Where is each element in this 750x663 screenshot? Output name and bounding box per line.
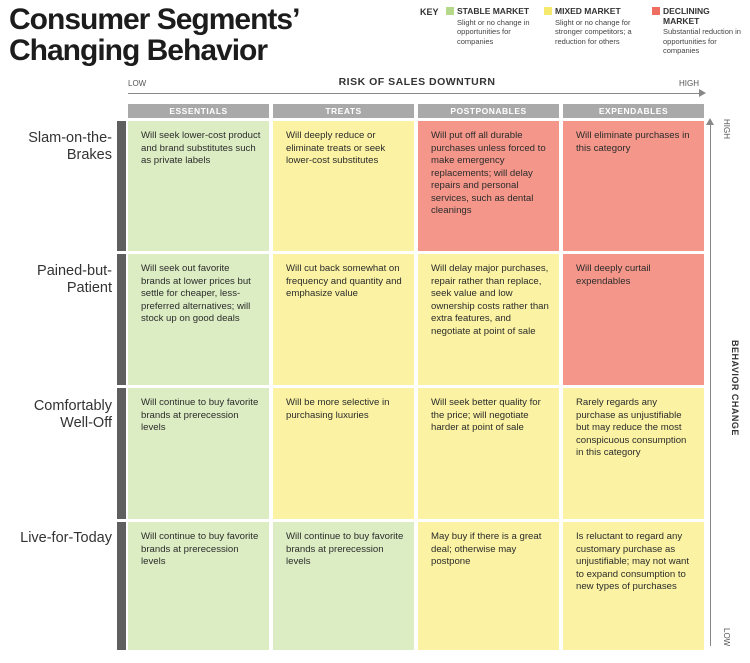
key-name: DECLINING MARKET bbox=[663, 6, 710, 26]
grid-cell: Will cut back some­what on frequency and… bbox=[273, 254, 414, 385]
grid-cell: Rarely regards any purchase as unjustifi… bbox=[563, 388, 704, 519]
key-item-declining: DECLINING MARKET Substantial reduction i… bbox=[652, 6, 748, 56]
key-description: Slight or no change in opportunities for… bbox=[457, 17, 530, 46]
grid-cell: Will seek lower-cost product and brand s… bbox=[128, 121, 269, 251]
row-bar bbox=[117, 388, 126, 519]
grid-cell: Will deeply curtail expendables bbox=[563, 254, 704, 385]
key-name: MIXED MARKET bbox=[555, 6, 621, 16]
key-name: STABLE MARKET bbox=[457, 6, 530, 16]
grid-cell: Is reluctant to regard any customary pur… bbox=[563, 522, 704, 650]
grid-cell: Will eliminate purchases in this categor… bbox=[563, 121, 704, 251]
row-label-pained-but-patient: Pained-but-Patient bbox=[37, 263, 112, 296]
grid-cell: Will continue to buy favorite brands at … bbox=[128, 388, 269, 519]
row-bar bbox=[117, 254, 126, 385]
column-header-essentials: ESSENTIALS bbox=[128, 104, 269, 118]
behavior-low-text: LOW bbox=[722, 628, 731, 647]
column-header-expendables: EXPENDABLES bbox=[563, 104, 704, 118]
key-description: Slight or no change for stronger competi… bbox=[555, 17, 632, 46]
grid-cell: Will put off all durable purchases unles… bbox=[418, 121, 559, 251]
behavior-high-text: HIGH bbox=[722, 119, 731, 139]
page-title: Consumer Segments’ Changing Behavior bbox=[9, 3, 299, 67]
grid-cell: Will seek out favorite brands at lower p… bbox=[128, 254, 269, 385]
risk-low-label: LOW bbox=[128, 79, 147, 88]
row-bar bbox=[117, 522, 126, 650]
grid-cell: Will delay major purchases, repair rathe… bbox=[418, 254, 559, 385]
arrow-right-icon bbox=[699, 89, 706, 97]
row-label-live-for-today: Live-for-Today bbox=[20, 530, 112, 546]
stable-swatch-icon bbox=[446, 7, 454, 15]
column-header-treats: TREATS bbox=[273, 104, 414, 118]
row-bar bbox=[117, 121, 126, 251]
grid-cell: Will deeply reduce or eliminate treats o… bbox=[273, 121, 414, 251]
behavior-axis-line bbox=[710, 120, 711, 646]
row-label-slam-on-the-brakes: Slam-on-the-Brakes bbox=[28, 130, 112, 163]
grid-cell: Will continue to buy favorite brands at … bbox=[128, 522, 269, 650]
grid-cell: May buy if there is a great deal; otherw… bbox=[418, 522, 559, 650]
behavior-axis-title: BEHAVIOR CHANGE bbox=[730, 340, 750, 440]
key-description: Substantial reduction in opportunities f… bbox=[663, 27, 741, 55]
column-header-postponables: POSTPONABLES bbox=[418, 104, 559, 118]
key-item-mixed: MIXED MARKET Slight or no change for str… bbox=[544, 6, 644, 46]
declining-swatch-icon bbox=[652, 7, 660, 15]
grid-cell: Will continue to buy favorite brands at … bbox=[273, 522, 414, 650]
behavior-title-text: BEHAVIOR CHANGE bbox=[730, 340, 740, 436]
mixed-swatch-icon bbox=[544, 7, 552, 15]
risk-axis-title: RISK OF SALES DOWNTURN bbox=[338, 76, 496, 88]
key-label: KEY bbox=[420, 7, 439, 17]
grid-cell: Will seek better quality for the price; … bbox=[418, 388, 559, 519]
behavior-high-label: HIGH bbox=[722, 119, 750, 139]
risk-axis-line bbox=[128, 93, 700, 94]
behavior-low-label: LOW bbox=[722, 628, 750, 658]
risk-high-label: HIGH bbox=[679, 79, 699, 88]
row-label-comfortably-well-off: Comfortably Well-Off bbox=[33, 398, 112, 431]
arrow-up-icon bbox=[706, 118, 714, 125]
key-item-stable: STABLE MARKET Slight or no change in opp… bbox=[446, 6, 546, 46]
grid-cell: Will be more selective in purchasing lux… bbox=[273, 388, 414, 519]
